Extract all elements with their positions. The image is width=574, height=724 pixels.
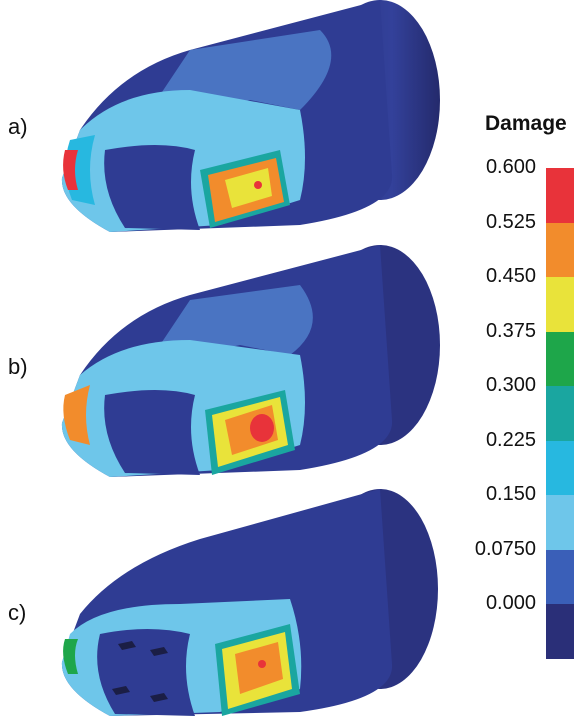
legend-tick-label: 0.450 (485, 265, 536, 287)
legend-tick-label: 0.000 (485, 592, 536, 614)
legend-color-swatch (546, 549, 574, 604)
legend-tick-label: 0.225 (485, 428, 536, 451)
panel-label-c: c) (8, 600, 27, 625)
legend-tick-label: 0.0750 (474, 537, 536, 560)
legend-color-swatch (546, 495, 574, 550)
panel-label-b: b) (8, 354, 28, 379)
legend-color-swatch (546, 222, 574, 277)
legend-tick-label: 0.300 (485, 374, 536, 396)
legend-color-swatch (546, 277, 574, 332)
damage-model-b (61, 245, 440, 477)
legend-color-swatch (546, 331, 574, 386)
legend-tick-label: 0.600 (485, 156, 536, 178)
panel-label-a: a) (8, 114, 28, 139)
legend-color-swatch (546, 168, 574, 223)
legend-color-swatch (546, 386, 574, 441)
legend-color-swatch (546, 440, 574, 495)
damage-model-c (61, 489, 438, 716)
legend-color-swatch (546, 604, 574, 659)
legend-title: Damage (485, 112, 567, 135)
legend-tick-label: 0.375 (485, 319, 536, 342)
legend-tick-label: 0.150 (485, 483, 536, 505)
damage-model-a (61, 0, 440, 232)
legend-tick-label: 0.525 (485, 210, 536, 233)
